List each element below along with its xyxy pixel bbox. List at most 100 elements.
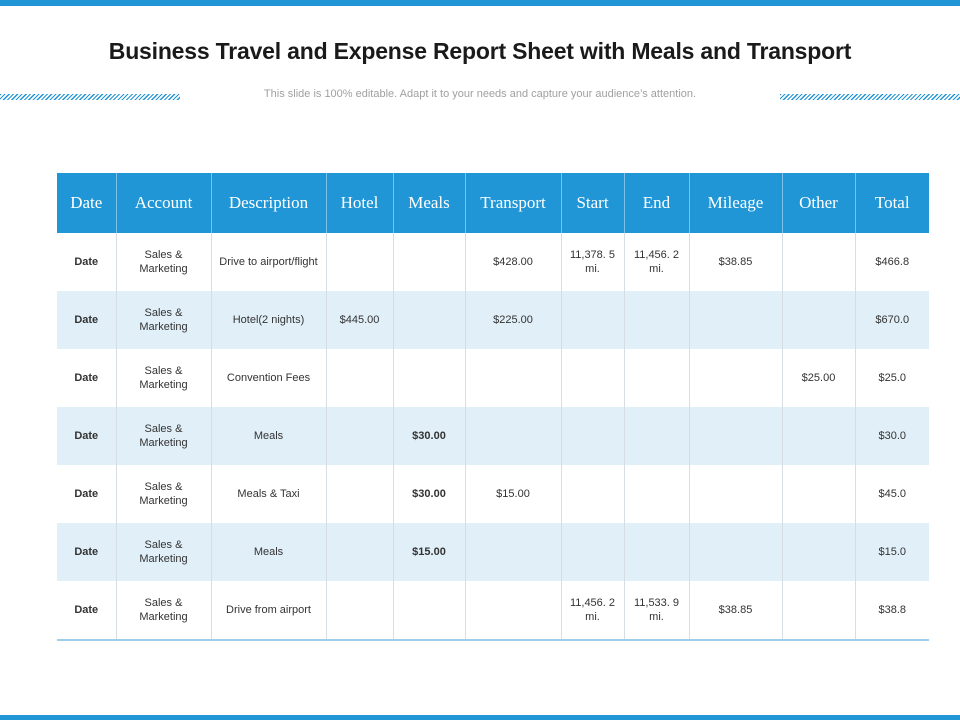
cell-other: [782, 407, 856, 465]
header-transport: Transport: [465, 173, 562, 233]
cell-start: 11,456. 2 mi.: [561, 581, 625, 641]
cell-hotel: [326, 407, 394, 465]
cell-hotel: [326, 581, 394, 641]
cell-description: Meals: [211, 407, 327, 465]
table-header-row: Date Account Description Hotel Meals Tra…: [57, 173, 929, 233]
cell-other: [782, 291, 856, 349]
cell-meals: $15.00: [393, 523, 466, 581]
cell-account: Sales & Marketing: [116, 523, 212, 581]
cell-transport: $428.00: [465, 233, 562, 291]
cell-transport: [465, 581, 562, 641]
cell-other: [782, 523, 856, 581]
cell-hotel: $445.00: [326, 291, 394, 349]
cell-hotel: [326, 349, 394, 407]
cell-end: [624, 291, 690, 349]
cell-start: [561, 523, 625, 581]
cell-account: Sales & Marketing: [116, 407, 212, 465]
cell-description: Hotel(2 nights): [211, 291, 327, 349]
cell-transport: $15.00: [465, 465, 562, 523]
table-row: Date Sales & Marketing Drive to airport/…: [57, 233, 929, 291]
cell-hotel: [326, 465, 394, 523]
table-row: Date Sales & Marketing Drive from airpor…: [57, 581, 929, 641]
header-other: Other: [782, 173, 856, 233]
cell-mileage: [689, 349, 783, 407]
header-end: End: [624, 173, 690, 233]
cell-start: 11,378. 5 mi.: [561, 233, 625, 291]
cell-total: $45.0: [878, 488, 907, 500]
cell-transport: $225.00: [465, 291, 562, 349]
cell-description: Drive from airport: [211, 581, 327, 641]
cell-description: Drive to airport/flight: [211, 233, 327, 291]
table-row: Date Sales & Marketing Convention Fees $…: [57, 349, 929, 407]
cell-meals: [393, 581, 466, 641]
cell-transport: [465, 349, 562, 407]
cell-account: Sales & Marketing: [116, 581, 212, 641]
header-hotel: Hotel: [326, 173, 394, 233]
cell-meals: [393, 233, 466, 291]
cell-total: $38.8: [855, 581, 929, 641]
cell-account: Sales & Marketing: [116, 233, 212, 291]
cell-end: [624, 523, 690, 581]
cell-hotel: [326, 523, 394, 581]
decorative-hatch-left: [0, 94, 180, 100]
bottom-accent-bar: [0, 715, 960, 720]
cell-start: [561, 291, 625, 349]
expense-table: Date Account Description Hotel Meals Tra…: [57, 173, 929, 641]
table-row: Date Sales & Marketing Meals $30.00 $30.…: [57, 407, 929, 465]
cell-account: Sales & Marketing: [116, 291, 212, 349]
cell-start: [561, 349, 625, 407]
table-row: Date Sales & Marketing Meals $15.00 $15.…: [57, 523, 929, 581]
cell-end: 11,456. 2 mi.: [624, 233, 690, 291]
cell-account: Sales & Marketing: [116, 349, 212, 407]
cell-mileage: [689, 407, 783, 465]
cell-hotel: [326, 233, 394, 291]
header-date: Date: [57, 173, 117, 233]
header-meals: Meals: [393, 173, 466, 233]
header-total: Total: [855, 173, 929, 233]
cell-mileage: $38.85: [689, 233, 783, 291]
cell-end: [624, 349, 690, 407]
header-mileage: Mileage: [689, 173, 783, 233]
cell-total: $670.0: [855, 291, 929, 349]
table-row: Date Sales & Marketing Meals & Taxi $30.…: [57, 465, 929, 523]
cell-start: [561, 465, 625, 523]
cell-meals: [393, 291, 466, 349]
top-accent-bar: [0, 0, 960, 6]
cell-transport: [465, 523, 562, 581]
cell-description: Convention Fees: [211, 349, 327, 407]
cell-date: Date: [57, 581, 117, 641]
header-description: Description: [211, 173, 327, 233]
cell-meals: $30.00: [393, 407, 466, 465]
cell-date: Date: [57, 523, 117, 581]
cell-account: Sales & Marketing: [116, 465, 212, 523]
cell-date: Date: [57, 349, 117, 407]
cell-other: [782, 581, 856, 641]
cell-end: 11,533. 9 mi.: [624, 581, 690, 641]
cell-total: $15.0: [855, 523, 929, 581]
cell-mileage: [689, 465, 783, 523]
cell-description: Meals: [211, 523, 327, 581]
cell-meals: $30.00: [393, 465, 466, 523]
cell-other: [782, 233, 856, 291]
page-title: Business Travel and Expense Report Sheet…: [108, 38, 852, 64]
table-row: Date Sales & Marketing Hotel(2 nights) $…: [57, 291, 929, 349]
page-subtitle: This slide is 100% editable. Adapt it to…: [263, 88, 697, 100]
cell-end: [624, 465, 690, 523]
cell-other: [782, 465, 856, 523]
cell-total: $25.0: [878, 372, 907, 384]
header-account: Account: [116, 173, 212, 233]
cell-date: Date: [57, 465, 117, 523]
cell-total: $466.8: [875, 256, 910, 268]
cell-date: Date: [57, 291, 117, 349]
cell-total: $30.0: [855, 407, 929, 465]
cell-mileage: [689, 523, 783, 581]
cell-meals: [393, 349, 466, 407]
cell-mileage: [689, 291, 783, 349]
decorative-hatch-right: [780, 94, 960, 100]
cell-transport: [465, 407, 562, 465]
cell-start: [561, 407, 625, 465]
cell-date: Date: [57, 233, 117, 291]
cell-other: $25.00: [782, 349, 856, 407]
cell-mileage: $38.85: [689, 581, 783, 641]
header-start: Start: [561, 173, 625, 233]
